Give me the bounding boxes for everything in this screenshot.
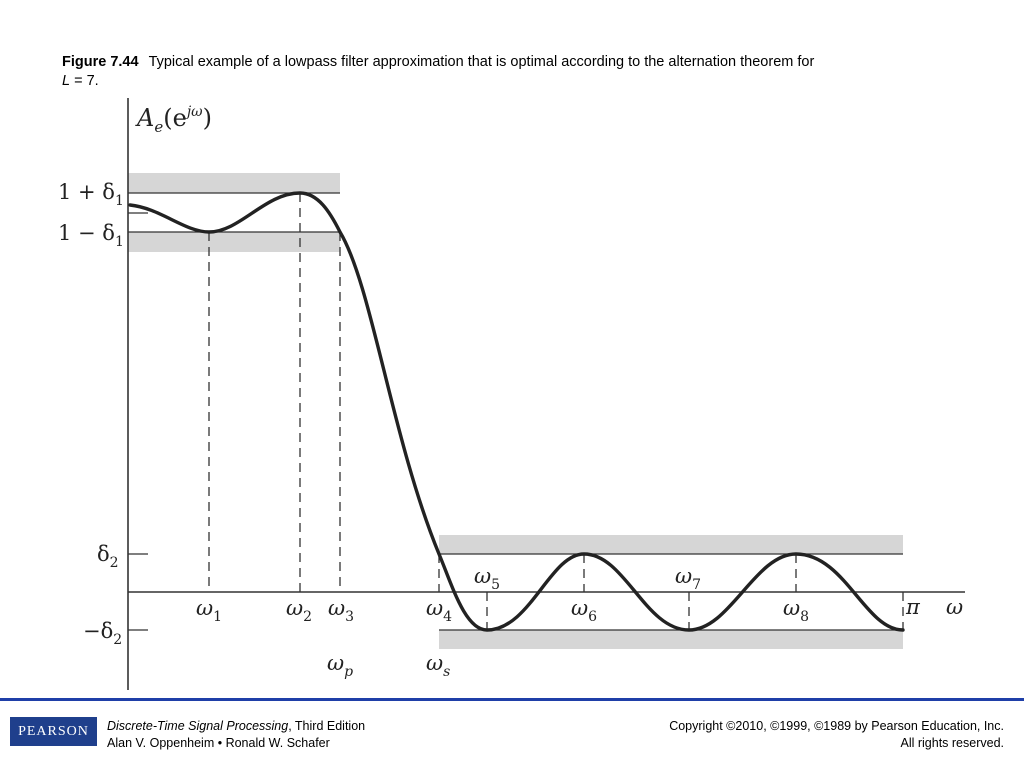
pearson-logo: PEARSON xyxy=(10,717,97,746)
book-authors: Alan V. Oppenheim • Ronald W. Schafer xyxy=(107,736,330,750)
footer-copyright: Copyright ©2010, ©1999, ©1989 by Pearson… xyxy=(669,718,1004,752)
label-delta2: δ2 xyxy=(97,542,119,571)
label-omega-8: ω8 xyxy=(783,596,809,625)
copyright-text: Copyright ©2010, ©1999, ©1989 by Pearson… xyxy=(669,719,1004,733)
label-omega-s: ωs xyxy=(426,651,450,680)
label-omega-1: ω1 xyxy=(196,596,222,625)
x-axis-label: ω xyxy=(946,595,963,619)
label-one-plus-delta1: 1 + δ1 xyxy=(58,180,124,209)
caption-text: Typical example of a lowpass filter appr… xyxy=(148,54,815,70)
caption-equals: = 7. xyxy=(70,73,99,89)
filter-diagram: Ae(ejω) 1 + δ1 1 − δ1 δ2 −δ2 ω1 ω2 ω3 ω4… xyxy=(58,98,965,690)
label-omega-5: ω5 xyxy=(474,564,500,593)
label-one-minus-delta1: 1 − δ1 xyxy=(58,221,124,250)
label-omega-7: ω7 xyxy=(675,564,701,593)
caption-variable: L xyxy=(62,73,71,89)
label-pi: π xyxy=(905,595,921,619)
label-omega-p: ωp xyxy=(327,651,353,680)
label-omega-6: ω6 xyxy=(571,596,597,625)
label-omega-3: ω3 xyxy=(328,596,354,625)
passband-lower-tolerance xyxy=(128,232,340,252)
book-title: Discrete-Time Signal Processing xyxy=(107,719,289,733)
frequency-response-curve xyxy=(128,191,905,632)
book-edition: , Third Edition xyxy=(288,719,366,733)
passband-upper-tolerance xyxy=(128,173,340,193)
figure-caption: Figure 7.44 Typical example of a lowpass … xyxy=(62,53,962,91)
label-omega-2: ω2 xyxy=(286,596,312,625)
stopband-upper-tolerance xyxy=(439,535,903,554)
rights-text: All rights reserved. xyxy=(900,736,1004,750)
stopband-lower-tolerance xyxy=(439,630,903,649)
label-omega-4: ω4 xyxy=(426,596,452,625)
footer-book-info: Discrete-Time Signal Processing, Third E… xyxy=(107,718,365,752)
figure-number: Figure 7.44 xyxy=(62,54,139,70)
y-axis-label: Ae(ejω) xyxy=(135,104,212,136)
footer-divider xyxy=(0,698,1024,701)
label-minus-delta2: −δ2 xyxy=(83,619,122,648)
